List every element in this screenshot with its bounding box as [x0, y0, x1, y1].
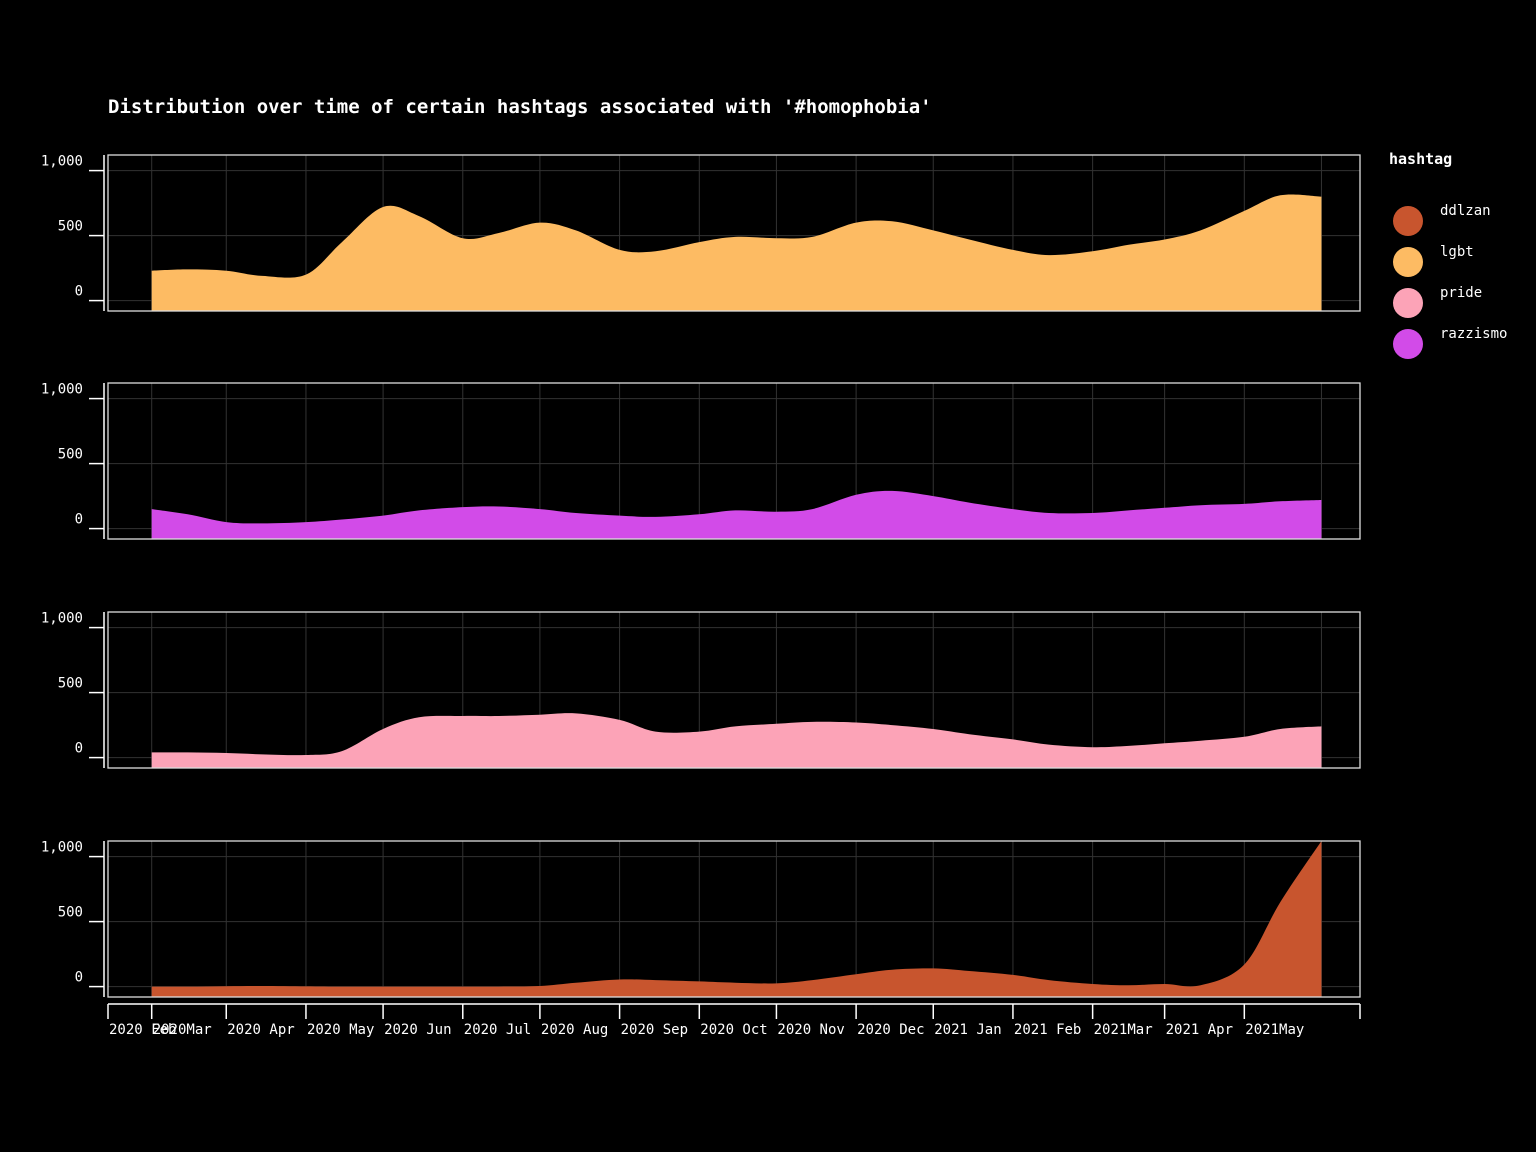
x-tick-label: 2020 Jun [384, 1022, 451, 1038]
x-tick-label: 2020 Sep [621, 1022, 688, 1038]
legend-label-lgbt: lgbt [1440, 244, 1474, 260]
area-ddlzan [151, 841, 1322, 997]
x-tick-label: 2021 Apr [1166, 1022, 1233, 1038]
chart-title: Distribution over time of certain hashta… [108, 96, 932, 118]
x-tick-label: 2020 May [307, 1022, 374, 1038]
area-razzismo [151, 490, 1322, 539]
panel-lgbt: 0 500 1,000 [41, 154, 1361, 312]
y-tick-label: 0 [75, 741, 83, 757]
y-tick-label: 500 [58, 219, 83, 235]
x-tick-label: 2020 Nov [777, 1022, 844, 1038]
y-tick-label: 0 [75, 970, 83, 986]
x-tick-label: 2021 Feb [1014, 1022, 1081, 1038]
panel-pride: 0 500 1,000 [41, 611, 1361, 769]
y-tick-label: 500 [58, 905, 83, 921]
facet-panels: 0 500 1,000 0 500 1,000 0 500 1,000 0 500 1,000 [41, 154, 1361, 998]
legend-swatch-razzismo [1393, 329, 1423, 359]
x-tick-label: 2021May [1245, 1022, 1304, 1038]
panel-ddlzan: 0 500 1,000 [41, 840, 1361, 998]
legend-swatch-lgbt [1393, 247, 1423, 277]
panel-border [107, 382, 1361, 540]
y-tick-label: 0 [75, 512, 83, 528]
y-tick-label: 1,000 [41, 611, 83, 627]
panel-border [107, 840, 1361, 998]
area-pride [151, 713, 1322, 768]
x-tick-label: 2020 Jul [464, 1022, 531, 1038]
x-tick-label: 2020 Aug [541, 1022, 608, 1038]
y-tick-label: 0 [75, 284, 83, 300]
y-tick-label: 1,000 [41, 840, 83, 856]
y-tick-label: 500 [58, 447, 83, 463]
y-tick-label: 1,000 [41, 382, 83, 398]
legend: hashtag ddlzan lgbt pride razzismo [1389, 150, 1507, 359]
x-tick-label: 2021 Jan [934, 1022, 1001, 1038]
legend-label-pride: pride [1440, 285, 1482, 301]
x-tick-label: 2020 Oct [700, 1022, 767, 1038]
x-tick-label: 2020Mar [153, 1022, 212, 1038]
x-tick-label: 2021Mar [1094, 1022, 1153, 1038]
legend-swatch-pride [1393, 288, 1423, 318]
panel-border [107, 611, 1361, 769]
y-tick-label: 500 [58, 676, 83, 692]
legend-label-ddlzan: ddlzan [1440, 203, 1491, 219]
y-tick-label: 1,000 [41, 154, 83, 170]
panel-border [107, 154, 1361, 312]
x-tick-label: 2020 Apr [227, 1022, 294, 1038]
legend-label-razzismo: razzismo [1440, 326, 1507, 342]
legend-title: hashtag [1389, 150, 1452, 168]
x-tick-label: 2020 Feb [109, 1022, 176, 1038]
x-tick-label: 2020 Dec [857, 1022, 924, 1038]
panel-razzismo: 0 500 1,000 [41, 382, 1361, 540]
area-lgbt [151, 194, 1322, 311]
legend-swatch-ddlzan [1393, 206, 1423, 236]
